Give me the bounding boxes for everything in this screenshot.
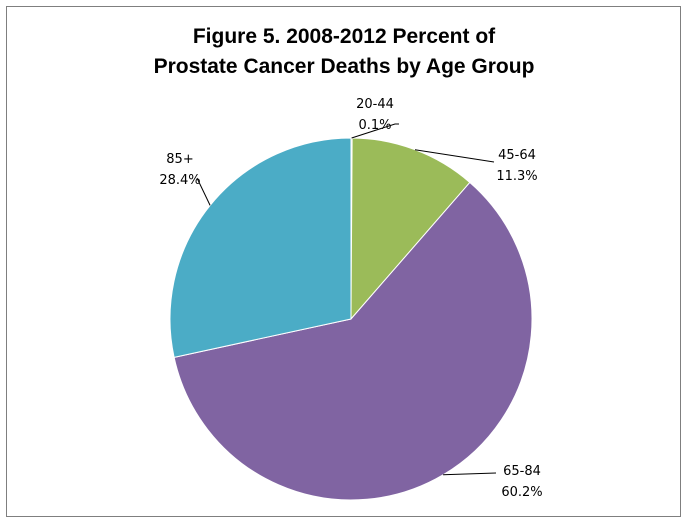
- pie-slice-45-64: [350, 137, 471, 321]
- pie-slice-85plus: [169, 137, 352, 358]
- leader-line-85plus: [196, 177, 211, 206]
- slice-value-85plus: 28.4%: [159, 173, 200, 188]
- slice-value-65-84: 60.2%: [501, 485, 542, 500]
- slice-value-45-64: 11.3%: [496, 169, 537, 184]
- chart-title: Figure 5. 2008-2012 Percent of Prostate …: [0, 22, 688, 82]
- slice-label-20-44: 20-44: [356, 97, 394, 112]
- slice-label-85plus: 85+: [166, 152, 193, 167]
- leader-line-20-44: [351, 123, 399, 139]
- slice-value-20-44: 0.1%: [358, 118, 391, 133]
- slice-label-45-64: 45-64: [498, 148, 536, 163]
- leader-line-65-84: [443, 472, 497, 476]
- leader-line-45-64: [414, 149, 495, 163]
- chart-title-line-2: Prostate Cancer Deaths by Age Group: [153, 55, 535, 78]
- chart-title-line-1: Figure 5. 2008-2012 Percent of: [192, 25, 496, 48]
- slice-label-65-84: 65-84: [503, 464, 541, 479]
